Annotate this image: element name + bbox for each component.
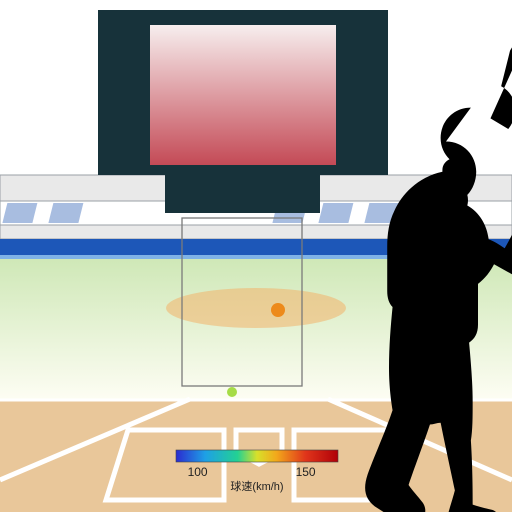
speed-tick-label: 150	[296, 465, 316, 479]
speed-colorbar	[176, 450, 338, 462]
stands-window	[48, 203, 83, 223]
speed-axis-label: 球速(km/h)	[230, 479, 283, 493]
pitch-marker[interactable]	[271, 303, 285, 317]
scoreboard-screen	[150, 25, 336, 165]
scoreboard-base	[165, 175, 320, 213]
stands-window	[318, 203, 353, 223]
speed-tick-label: 100	[188, 465, 208, 479]
pitch-marker[interactable]	[227, 387, 237, 397]
pitchers-mound	[166, 288, 346, 328]
pitch-location-chart: 100 150 球速(km/h)	[0, 0, 512, 512]
stands-window	[2, 203, 37, 223]
